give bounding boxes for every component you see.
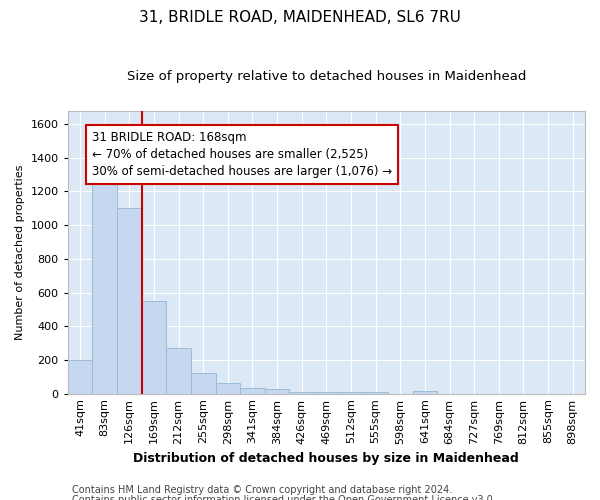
Bar [215, 382, 240, 394]
X-axis label: Distribution of detached houses by size in Maidenhead: Distribution of detached houses by size … [133, 452, 519, 465]
Bar [289, 392, 314, 394]
Bar [191, 372, 215, 394]
Bar [68, 360, 92, 394]
Bar [364, 392, 388, 394]
Bar [265, 390, 289, 394]
Bar [166, 348, 191, 394]
Text: 31 BRIDLE ROAD: 168sqm
← 70% of detached houses are smaller (2,525)
30% of semi-: 31 BRIDLE ROAD: 168sqm ← 70% of detached… [92, 131, 392, 178]
Bar [314, 392, 338, 394]
Bar [338, 392, 364, 394]
Text: Contains public sector information licensed under the Open Government Licence v3: Contains public sector information licen… [72, 495, 496, 500]
Text: Contains HM Land Registry data © Crown copyright and database right 2024.: Contains HM Land Registry data © Crown c… [72, 485, 452, 495]
Title: Size of property relative to detached houses in Maidenhead: Size of property relative to detached ho… [127, 70, 526, 83]
Bar [117, 208, 142, 394]
Y-axis label: Number of detached properties: Number of detached properties [15, 164, 25, 340]
Bar [142, 301, 166, 394]
Bar [413, 390, 437, 394]
Text: 31, BRIDLE ROAD, MAIDENHEAD, SL6 7RU: 31, BRIDLE ROAD, MAIDENHEAD, SL6 7RU [139, 10, 461, 25]
Bar [92, 180, 117, 394]
Bar [240, 388, 265, 394]
